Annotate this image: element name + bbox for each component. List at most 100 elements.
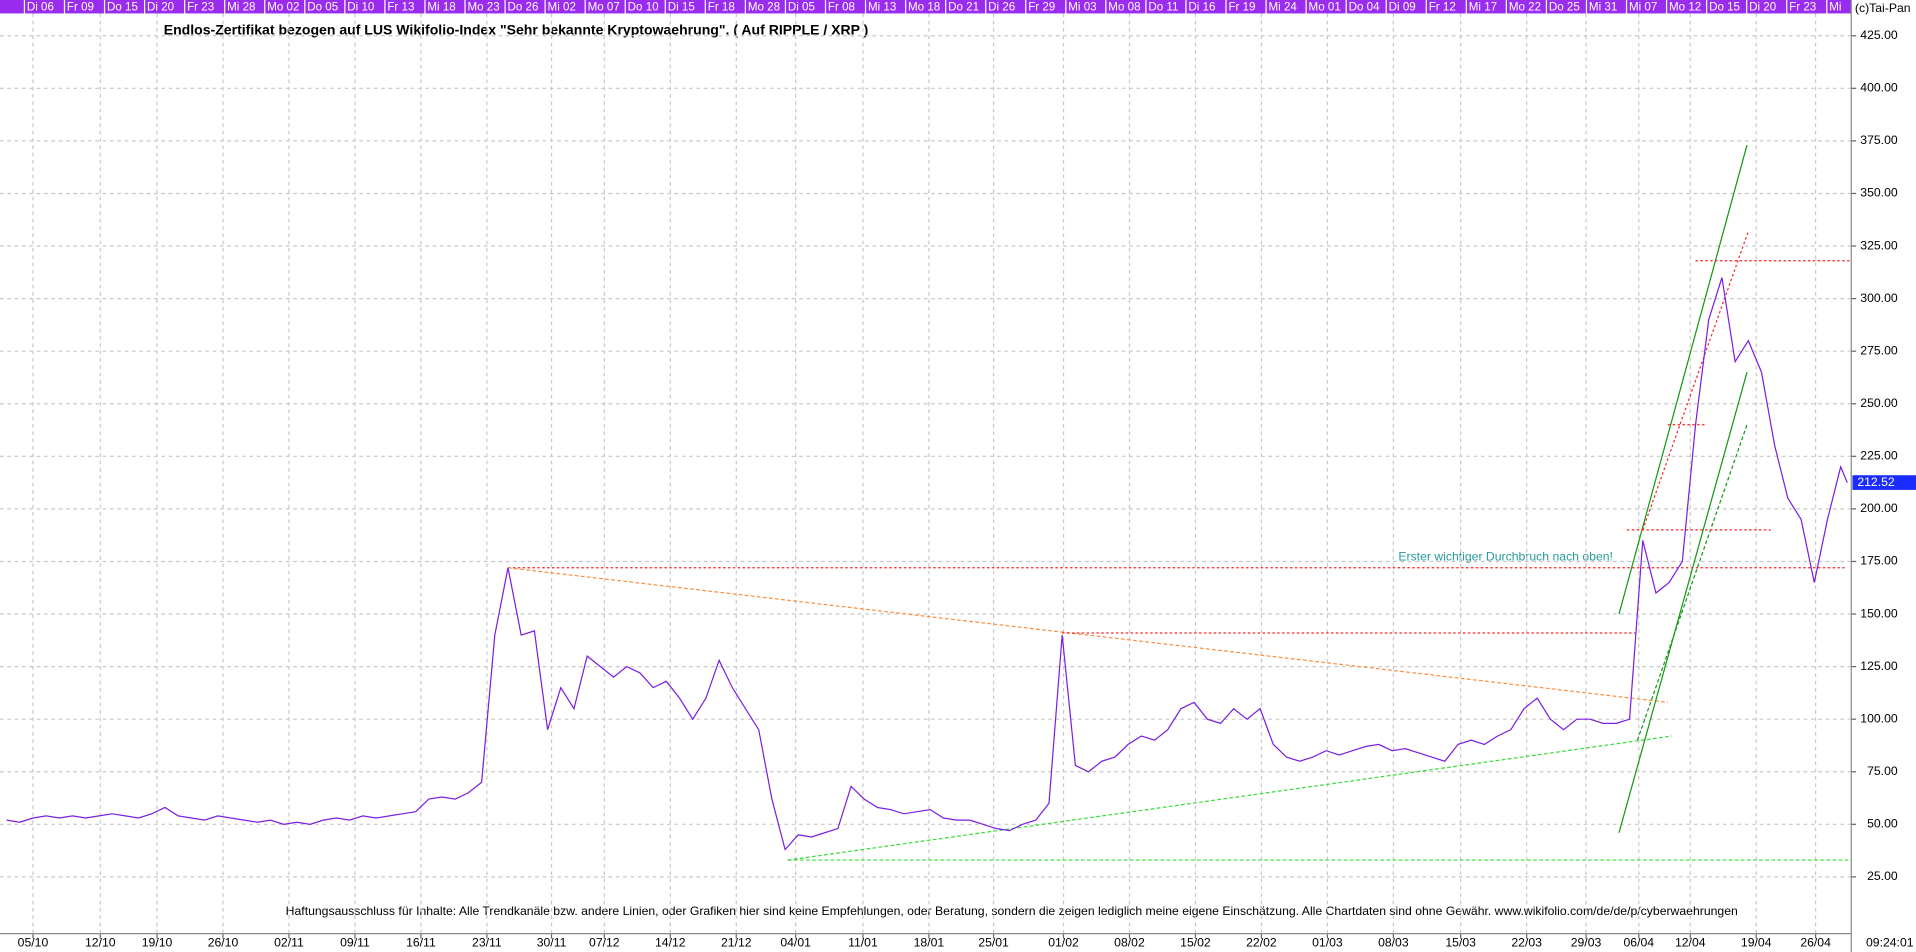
last-value-label: 212.52 [1857, 475, 1895, 489]
top-bar-label: Mo 08 [1108, 0, 1140, 13]
x-tick-label: 22/03 [1511, 936, 1542, 950]
top-bar [0, 0, 1852, 14]
top-bar-label: Mo 23 [467, 0, 499, 13]
top-bar-label: Do 15 [107, 0, 138, 13]
x-tick-label: 15/03 [1445, 936, 1476, 950]
x-tick-label: 06/04 [1624, 936, 1655, 950]
y-tick-label: 275.00 [1860, 343, 1898, 357]
top-bar-label: Mi 18 [427, 0, 455, 13]
y-tick-label: 100.00 [1860, 711, 1898, 725]
top-bar-label: Mi 07 [1629, 0, 1657, 13]
top-bar-label: Do 21 [948, 0, 979, 13]
top-bar-label: Mi 24 [1269, 0, 1298, 13]
top-bar-label: Di 09 [1389, 0, 1416, 13]
top-bar-label: Mi 03 [1068, 0, 1096, 13]
top-bar-label: Fr 13 [387, 0, 414, 13]
y-tick-label: 300.00 [1860, 291, 1898, 305]
trend-line [1618, 144, 1748, 615]
price-line [6, 277, 1848, 851]
top-bar-label: Mi 02 [548, 0, 576, 13]
trend-line [507, 567, 1668, 703]
x-tick-label: 02/11 [274, 936, 304, 950]
x-tick-label: 29/03 [1571, 936, 1602, 950]
top-bar-label: Di 10 [347, 0, 374, 13]
x-tick-label: 19/10 [142, 936, 173, 950]
x-tick-label: 01/03 [1312, 936, 1343, 950]
y-tick-label: 325.00 [1860, 238, 1898, 252]
top-bar-label: Di 05 [788, 0, 815, 13]
top-bar-label: Mi 17 [1469, 0, 1497, 13]
x-tick-label: 19/04 [1741, 936, 1772, 950]
top-bar-label: Fr 23 [1789, 0, 1816, 13]
top-bar-label: Di 16 [1188, 0, 1215, 13]
top-bar-label: Di 15 [668, 0, 695, 13]
y-tick-label: 225.00 [1860, 449, 1898, 463]
y-tick-label: 75.00 [1867, 764, 1898, 778]
top-bar-label: Fr 29 [1028, 0, 1055, 13]
top-bar-label: Fr 23 [187, 0, 214, 13]
x-tick-label: 30/11 [537, 936, 567, 950]
y-tick-label: 400.00 [1860, 81, 1898, 95]
top-bar-label: Do 11 [1148, 0, 1178, 13]
top-bar-label: Do 05 [307, 0, 338, 13]
top-bar-label: Do 25 [1549, 0, 1580, 13]
x-tick-label: 22/02 [1246, 936, 1277, 950]
top-bar-label: Mi 28 [227, 0, 255, 13]
y-tick-label: 150.00 [1860, 606, 1898, 620]
chart-title: Endlos-Zertifikat bezogen auf LUS Wikifo… [164, 21, 869, 37]
x-tick-label: 21/12 [721, 936, 752, 950]
x-tick-label: 08/02 [1114, 936, 1145, 950]
y-tick-label: 425.00 [1860, 28, 1898, 42]
y-tick-label: 200.00 [1860, 501, 1898, 515]
x-tick-label: 18/01 [914, 936, 945, 950]
x-tick-label: 01/02 [1048, 936, 1079, 950]
top-bar-label: Mo 07 [588, 0, 620, 13]
disclaimer: Haftungsausschluss für Inhalte: Alle Tre… [286, 904, 1738, 918]
x-tick-label: 08/03 [1378, 936, 1409, 950]
x-tick-label: 26/04 [1800, 936, 1831, 950]
x-tick-label: 16/11 [406, 936, 436, 950]
trend-line [1618, 372, 1748, 833]
top-bar-label: Di 06 [27, 0, 54, 13]
top-bar-label: Mo 12 [1669, 0, 1701, 13]
annotation: Erster wichtiger Durchbruch nach oben! [1398, 550, 1613, 564]
x-tick-label: 12/10 [85, 936, 116, 950]
top-bar-label: Mo 22 [1509, 0, 1541, 13]
top-bar-label: Mo 28 [748, 0, 780, 13]
top-bar-label: Fr 18 [708, 0, 735, 13]
top-bar-label: Di 26 [988, 0, 1015, 13]
trend-line [787, 735, 1672, 861]
top-bar-label: Do 04 [1349, 0, 1380, 13]
x-tick-label: 25/01 [978, 936, 1009, 950]
y-tick-label: 50.00 [1867, 817, 1898, 831]
top-bar-label: Do 26 [508, 0, 539, 13]
timestamp: 09:24:01 [1866, 936, 1914, 950]
y-tick-label: 375.00 [1860, 133, 1898, 147]
copyright: (c)Tai-Pan [1855, 1, 1911, 15]
top-bar-label: Fr 19 [1228, 0, 1255, 13]
x-tick-label: 23/11 [472, 936, 502, 950]
top-bar-label: Fr 09 [67, 0, 94, 13]
top-bar-label: Do 15 [1709, 0, 1740, 13]
top-bar-label: Mo 18 [908, 0, 940, 13]
top-bar-label: Mi [1829, 0, 1841, 13]
x-tick-label: 09/11 [340, 936, 370, 950]
last-value-box [1852, 475, 1916, 490]
top-bar-label: Mi 31 [1589, 0, 1617, 13]
x-tick-label: 11/01 [848, 936, 878, 950]
x-tick-label: 14/12 [655, 936, 686, 950]
x-tick-label: 05/10 [18, 936, 49, 950]
top-bar-label: Di 20 [147, 0, 174, 13]
y-tick-label: 250.00 [1860, 396, 1898, 410]
y-tick-label: 25.00 [1867, 869, 1898, 883]
y-tick-label: 175.00 [1860, 554, 1898, 568]
trend-line [1642, 231, 1749, 531]
x-tick-label: 04/01 [780, 936, 811, 950]
top-bar-label: Fr 12 [1429, 0, 1456, 13]
trend-line [1636, 424, 1748, 741]
top-bar-label: Mi 13 [868, 0, 896, 13]
top-bar-label: Mo 01 [1309, 0, 1341, 13]
